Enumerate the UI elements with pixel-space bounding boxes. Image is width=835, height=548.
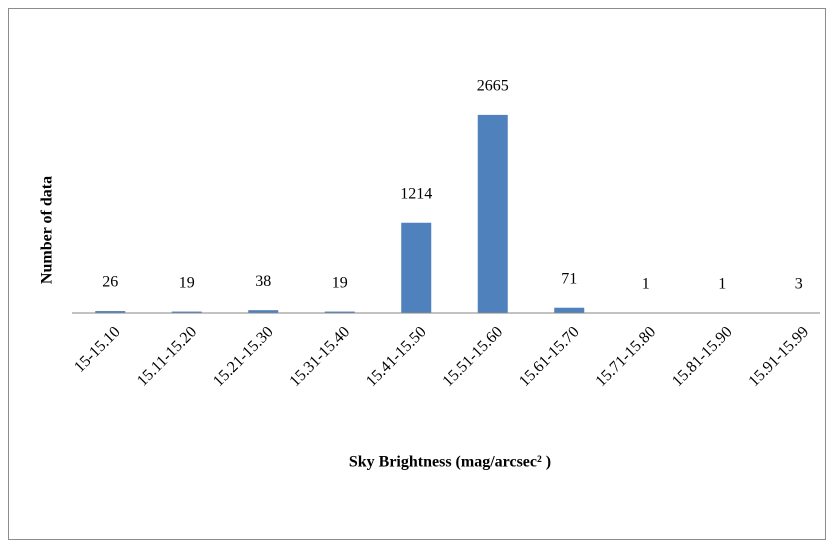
bar — [95, 311, 126, 313]
data-label: 19 — [179, 274, 195, 291]
bar — [477, 114, 508, 313]
data-label: 3 — [795, 275, 803, 292]
data-label: 26 — [102, 274, 118, 291]
bar — [248, 310, 279, 313]
bar — [171, 311, 202, 313]
data-label: 19 — [332, 274, 348, 291]
bar — [324, 311, 355, 313]
data-label: 2665 — [477, 78, 509, 95]
data-label: 71 — [561, 270, 577, 287]
x-axis-title: Sky Brightness (mag/arcsec² ) — [349, 454, 551, 471]
bar — [401, 222, 432, 313]
y-axis-title: Number of data — [39, 176, 56, 284]
data-label: 1214 — [400, 185, 432, 202]
data-label: 1 — [642, 276, 650, 293]
bar — [554, 307, 585, 313]
data-label: 38 — [255, 273, 271, 290]
data-label: 1 — [718, 276, 726, 293]
